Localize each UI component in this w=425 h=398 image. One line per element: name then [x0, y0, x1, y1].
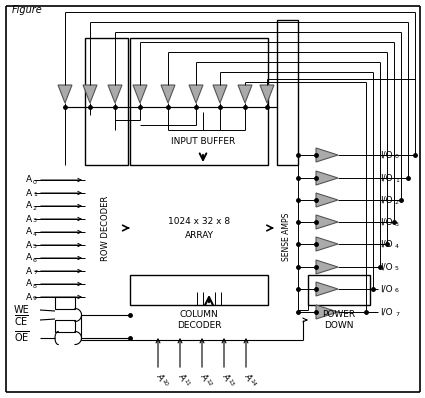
Text: 13: 13: [227, 378, 235, 387]
Text: 2: 2: [395, 199, 399, 205]
Text: 7: 7: [395, 312, 399, 316]
Bar: [130, 38, 268, 165]
Text: A: A: [221, 372, 232, 382]
Text: A: A: [198, 372, 210, 382]
Polygon shape: [133, 85, 147, 103]
Polygon shape: [316, 260, 338, 274]
Bar: [55, 320, 75, 332]
Text: 11: 11: [183, 378, 191, 387]
Polygon shape: [316, 282, 338, 296]
Polygon shape: [316, 305, 338, 319]
Text: A: A: [176, 372, 187, 382]
Polygon shape: [58, 85, 72, 103]
Text: ARRAY: ARRAY: [184, 230, 213, 240]
Text: I/O: I/O: [380, 174, 393, 183]
Text: $\overline{\rm CE}$: $\overline{\rm CE}$: [14, 314, 29, 328]
Text: 5: 5: [33, 244, 37, 250]
Text: 7: 7: [33, 271, 37, 275]
Text: A: A: [155, 372, 165, 382]
Polygon shape: [83, 85, 97, 103]
Text: A: A: [26, 293, 32, 302]
Text: 0: 0: [395, 154, 399, 160]
Polygon shape: [108, 85, 122, 103]
Text: I/O: I/O: [380, 263, 393, 271]
Text: 3: 3: [33, 219, 37, 224]
Polygon shape: [238, 85, 252, 103]
Text: POWER
DOWN: POWER DOWN: [323, 310, 356, 330]
Text: A: A: [26, 228, 32, 236]
Polygon shape: [189, 85, 203, 103]
Bar: [85, 38, 128, 165]
Polygon shape: [316, 215, 338, 229]
Polygon shape: [260, 85, 274, 103]
Text: WE: WE: [14, 305, 30, 315]
Text: 12: 12: [205, 378, 213, 387]
Text: SENSE AMPS: SENSE AMPS: [283, 213, 292, 261]
Text: 6: 6: [395, 289, 399, 293]
Text: Figure: Figure: [12, 5, 43, 15]
Text: I/O: I/O: [380, 195, 393, 205]
Text: I/O: I/O: [380, 240, 393, 248]
Bar: [277, 20, 298, 165]
Text: 5: 5: [395, 267, 399, 271]
Bar: [55, 297, 75, 309]
Text: 10: 10: [161, 378, 169, 387]
Text: A: A: [26, 279, 32, 289]
Text: 6: 6: [33, 258, 37, 263]
Text: A: A: [26, 176, 32, 185]
Text: 8: 8: [33, 283, 37, 289]
Polygon shape: [316, 171, 338, 185]
Text: 14: 14: [249, 378, 257, 387]
Text: A: A: [26, 201, 32, 211]
Text: 3: 3: [395, 222, 399, 226]
Text: 1: 1: [33, 193, 37, 197]
Text: COLUMN
DECODER: COLUMN DECODER: [177, 310, 221, 330]
Text: A: A: [26, 189, 32, 197]
Polygon shape: [213, 85, 227, 103]
Polygon shape: [316, 237, 338, 251]
Text: A: A: [26, 240, 32, 250]
Text: A: A: [26, 267, 32, 275]
Text: 1024 x 32 x 8: 1024 x 32 x 8: [168, 217, 230, 226]
Polygon shape: [316, 193, 338, 207]
Text: 2: 2: [33, 205, 37, 211]
Text: A: A: [26, 254, 32, 263]
Bar: [130, 275, 268, 305]
Text: 1: 1: [395, 178, 399, 183]
Text: INPUT BUFFER: INPUT BUFFER: [171, 137, 235, 146]
Polygon shape: [161, 85, 175, 103]
Text: A: A: [26, 215, 32, 224]
Text: 9: 9: [33, 297, 37, 302]
Polygon shape: [316, 148, 338, 162]
Text: $\overline{\rm OE}$: $\overline{\rm OE}$: [14, 330, 30, 344]
Bar: [148, 108, 258, 130]
Bar: [308, 275, 370, 305]
Text: ROW DECODER: ROW DECODER: [102, 195, 111, 261]
Text: I/O: I/O: [380, 285, 393, 293]
Text: 4: 4: [395, 244, 399, 248]
Text: I/O: I/O: [380, 150, 393, 160]
Text: I/O: I/O: [380, 217, 393, 226]
Text: 0: 0: [33, 179, 37, 185]
Text: I/O: I/O: [380, 308, 393, 316]
Text: 4: 4: [33, 232, 37, 236]
Text: A: A: [243, 372, 253, 382]
